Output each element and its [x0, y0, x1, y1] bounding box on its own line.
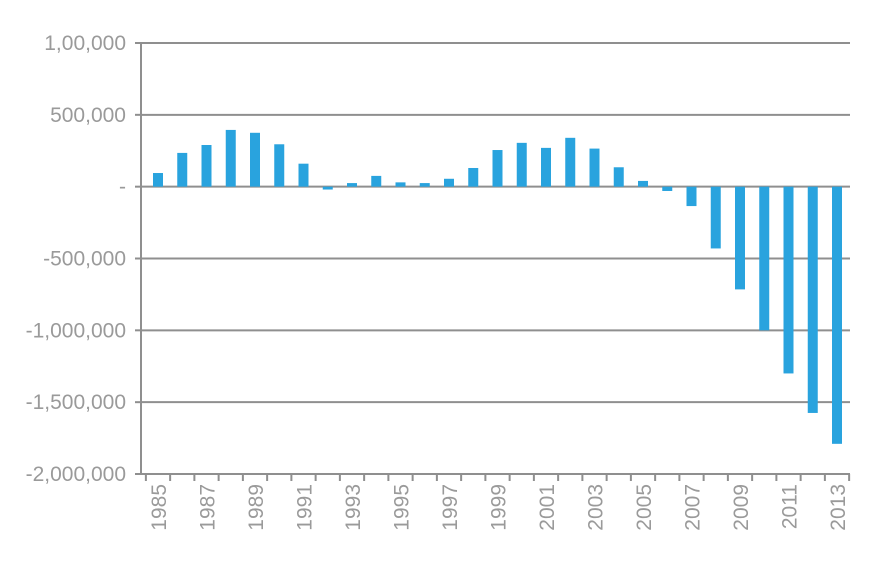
bar-2009 — [735, 186, 745, 290]
bar-1995 — [395, 182, 406, 187]
y-tick-label: 1,00,000 — [44, 32, 126, 55]
y-tick-labels: 1,00,000 500,000 - -500,000 -1,000,000 -1,500… — [26, 32, 126, 486]
x-tick-label: 1989 — [245, 484, 268, 531]
bar-1997 — [444, 178, 454, 187]
bar-2012 — [807, 186, 818, 413]
bar-2002 — [565, 137, 576, 187]
x-tick-label: 1999 — [488, 484, 511, 531]
bar-2001 — [541, 147, 551, 187]
bar-2003 — [589, 148, 600, 187]
y-tick-label: -1,500,000 — [26, 391, 126, 414]
bar-1985 — [153, 173, 163, 187]
x-tick-label: 1995 — [391, 484, 414, 531]
bars — [153, 129, 842, 444]
bar-2011 — [783, 186, 794, 374]
gridlines — [135, 42, 850, 475]
x-tick-label: 2003 — [585, 484, 608, 531]
bar-1996 — [419, 183, 430, 187]
bar-1987 — [201, 145, 212, 187]
x-tick-label: 1987 — [197, 484, 220, 531]
bar-2007 — [686, 186, 697, 207]
y-tick-label: -500,000 — [43, 248, 126, 271]
bar-1989 — [250, 132, 260, 187]
bar-1998 — [468, 167, 479, 187]
y-tick-label: -1,000,000 — [26, 319, 126, 342]
y-tick-label: -2,000,000 — [26, 463, 126, 486]
bar-2005 — [638, 180, 648, 187]
bar-1994 — [371, 175, 382, 187]
x-tick-label: 2007 — [682, 484, 705, 531]
bar-2000 — [516, 142, 527, 187]
bar-2010 — [759, 186, 770, 331]
bar-2006 — [662, 186, 673, 191]
x-tick-label: 2005 — [633, 484, 656, 531]
axes — [140, 43, 851, 481]
bar-1999 — [492, 150, 503, 187]
bar-2004 — [613, 167, 624, 187]
bar-1993 — [347, 183, 357, 187]
x-tick-labels: 1985 1987 1989 1991 1993 1995 1997 1999 2001 2003… — [148, 484, 850, 531]
x-tick-label: 2013 — [827, 484, 850, 531]
y-tick-label: 500,000 — [50, 104, 126, 127]
bar-1990 — [274, 144, 285, 187]
x-tick-label: 2001 — [536, 484, 559, 531]
bar-1992 — [322, 186, 333, 190]
x-tick-label: 2011 — [779, 484, 802, 529]
x-tick-label: 1997 — [439, 484, 462, 531]
x-tick-label: 1993 — [342, 484, 365, 531]
x-tick-label: 2009 — [730, 484, 753, 531]
y-tick-label: - — [119, 176, 126, 199]
bar-1988 — [225, 129, 236, 187]
bar-2013 — [832, 186, 842, 444]
x-tick-label: 1985 — [148, 484, 171, 531]
x-tick-label: 1991 — [294, 484, 317, 531]
bar-1991 — [298, 163, 309, 187]
bar-1986 — [177, 152, 188, 187]
bar-2008 — [710, 186, 721, 249]
